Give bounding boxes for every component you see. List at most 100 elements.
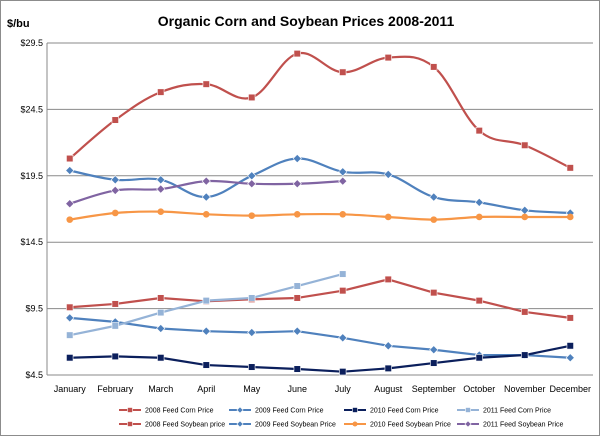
data-point xyxy=(110,175,120,185)
legend-item: 2010 Feed Soybean Price xyxy=(344,421,451,429)
data-point xyxy=(384,364,392,372)
data-point xyxy=(565,353,575,363)
legend-label: 2009 Feed Soybean Price xyxy=(255,422,336,429)
data-point xyxy=(384,54,392,62)
x-tick-label: April xyxy=(197,384,215,394)
x-tick-label: July xyxy=(335,384,352,394)
data-point xyxy=(383,341,393,351)
data-point xyxy=(383,169,393,180)
legend-item: 2011 Feed Soybean Price xyxy=(457,420,564,429)
legend-swatch-marker xyxy=(352,421,358,427)
legend-swatch-marker xyxy=(465,407,471,413)
series-1 xyxy=(66,275,574,322)
y-tick-label: $4.5 xyxy=(25,370,43,380)
x-tick-label: December xyxy=(549,384,591,394)
data-point xyxy=(566,213,574,221)
data-point xyxy=(521,308,529,316)
series-8 xyxy=(65,176,348,209)
data-point xyxy=(338,176,348,186)
legend-swatch-marker xyxy=(236,420,244,428)
data-point xyxy=(430,359,438,367)
data-point xyxy=(156,184,166,194)
legend-swatch-marker xyxy=(127,421,133,427)
data-point xyxy=(339,68,347,76)
data-point xyxy=(65,199,75,209)
x-tick-label: March xyxy=(148,384,173,394)
legend-label: 2011 Feed Corn Price xyxy=(483,408,551,415)
x-tick-label: January xyxy=(54,384,87,394)
data-point xyxy=(339,287,347,295)
data-point xyxy=(111,300,119,308)
legend-label: 2010 Feed Corn Price xyxy=(370,408,439,415)
data-point xyxy=(110,185,120,195)
data-point xyxy=(201,326,211,336)
data-point xyxy=(384,213,392,221)
data-point xyxy=(338,333,348,343)
y-tick-label: $19.5 xyxy=(20,171,43,181)
data-point xyxy=(430,289,438,297)
data-point xyxy=(475,213,483,221)
x-tick-label: August xyxy=(374,384,403,394)
chart-title: Organic Corn and Soybean Prices 2008-201… xyxy=(158,13,455,29)
legend-label: 2009 Feed Corn Price xyxy=(255,408,324,415)
data-point xyxy=(247,327,257,338)
data-point xyxy=(339,211,347,218)
data-point xyxy=(247,179,257,189)
data-point xyxy=(293,282,301,290)
data-point xyxy=(157,308,165,317)
data-point xyxy=(66,331,74,339)
data-point xyxy=(566,314,574,322)
data-point xyxy=(248,294,256,302)
data-point xyxy=(429,192,439,202)
data-point xyxy=(430,63,438,71)
series-line xyxy=(69,278,571,319)
legend-swatch-marker xyxy=(236,406,244,414)
y-tick-label: $29.5 xyxy=(20,38,43,48)
legend-item: 2011 Feed Corn Price xyxy=(457,407,551,415)
legend-swatch-marker xyxy=(464,420,472,428)
x-tick-label: February xyxy=(97,384,134,394)
legend-label: 2008 Feed Soybean price xyxy=(145,422,225,429)
data-point xyxy=(202,211,210,218)
data-point xyxy=(293,365,301,373)
data-point xyxy=(157,294,165,302)
data-point xyxy=(202,361,210,369)
data-point xyxy=(201,192,211,202)
data-point xyxy=(521,351,529,359)
data-point xyxy=(293,50,301,58)
legend-item: 2008 Feed Corn Price xyxy=(119,407,214,415)
legend-item: 2010 Feed Corn Price xyxy=(344,407,439,415)
data-point xyxy=(339,368,347,376)
legend-label: 2008 Feed Corn Price xyxy=(145,408,214,415)
x-tick-label: October xyxy=(463,384,495,394)
data-point xyxy=(292,153,302,164)
data-point xyxy=(111,116,119,124)
y-axis-ticks: $4.5 $9.5 $14.5 $19.5 $24.5 $29.5 xyxy=(20,38,43,380)
series-4 xyxy=(66,270,347,339)
data-point xyxy=(521,213,529,221)
gridlines xyxy=(46,42,593,376)
legend-swatch-marker xyxy=(127,407,133,413)
series-6 xyxy=(65,153,575,218)
series-5 xyxy=(66,50,574,172)
data-point xyxy=(111,209,119,217)
legend-item: 2009 Feed Soybean Price xyxy=(229,420,336,429)
data-point xyxy=(475,127,483,135)
legend-label: 2011 Feed Soybean Price xyxy=(483,422,564,429)
legend-item: 2009 Feed Corn Price xyxy=(229,406,324,415)
y-tick-label: $14.5 xyxy=(20,237,43,247)
series-7 xyxy=(66,208,574,223)
data-point xyxy=(292,179,302,189)
series-line xyxy=(69,316,571,359)
data-point xyxy=(66,154,74,163)
data-point xyxy=(248,93,256,102)
data-point xyxy=(521,141,529,149)
y-tick-label: $24.5 xyxy=(20,104,43,114)
data-point xyxy=(429,345,439,355)
data-point xyxy=(65,165,75,176)
legend: 2008 Feed Corn Price 2009 Feed Corn Price… xyxy=(119,406,564,429)
data-point xyxy=(430,216,438,223)
data-point xyxy=(157,208,165,215)
data-point xyxy=(384,275,392,283)
